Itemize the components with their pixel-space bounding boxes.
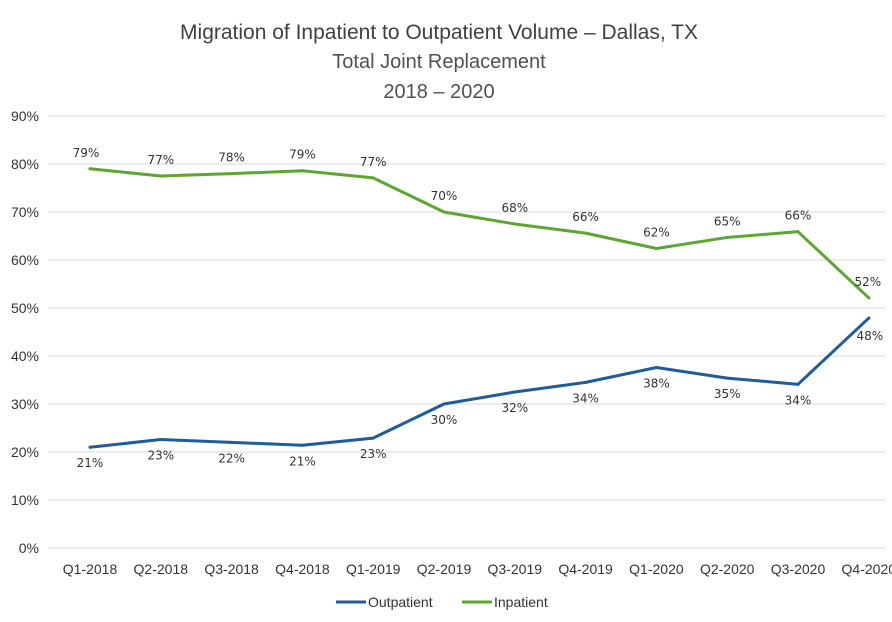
- data-point-outpatient: [230, 440, 234, 444]
- data-point-inpatient: [654, 246, 658, 250]
- data-point-inpatient: [796, 230, 800, 234]
- gridlines: [48, 115, 886, 549]
- legend-outpatient-label: Outpatient: [368, 594, 433, 610]
- data-label-outpatient: 48%: [856, 329, 883, 343]
- data-point-outpatient: [725, 376, 729, 380]
- data-point-inpatient: [584, 231, 588, 235]
- data-label-outpatient: 32%: [501, 401, 528, 415]
- chart-subtitle: Total Joint Replacement: [332, 51, 546, 73]
- data-label-inpatient: 70%: [431, 189, 458, 203]
- data-point-inpatient: [230, 172, 234, 176]
- data-point-inpatient: [725, 235, 729, 239]
- data-label-inpatient: 52%: [854, 275, 881, 289]
- data-point-inpatient: [300, 169, 304, 173]
- x-tick-label: Q1-2018: [63, 561, 118, 577]
- x-tick-label: Q3-2020: [771, 561, 826, 577]
- data-point-outpatient: [584, 380, 588, 384]
- y-tick-label: 30%: [11, 396, 39, 412]
- data-label-inpatient: 77%: [147, 153, 174, 167]
- data-label-outpatient: 22%: [218, 451, 245, 465]
- data-point-outpatient: [88, 445, 92, 449]
- data-point-outpatient: [300, 443, 304, 447]
- data-point-outpatient: [796, 382, 800, 386]
- data-label-inpatient: 66%: [572, 210, 599, 224]
- x-tick-label: Q3-2018: [204, 561, 259, 577]
- data-label-inpatient: 66%: [785, 209, 812, 223]
- data-label-outpatient: 34%: [785, 393, 812, 407]
- x-tick-label: Q2-2018: [134, 561, 189, 577]
- x-tick-label: Q4-2018: [275, 561, 330, 577]
- data-point-inpatient: [88, 167, 92, 171]
- x-tick-label: Q2-2019: [417, 561, 472, 577]
- y-tick-label: 80%: [11, 156, 39, 172]
- legend-inpatient-label: Inpatient: [494, 594, 548, 610]
- data-point-outpatient: [654, 366, 658, 370]
- data-point-inpatient: [513, 222, 517, 226]
- data-point-outpatient: [159, 438, 163, 442]
- data-point-outpatient: [513, 390, 517, 394]
- data-label-outpatient: 21%: [289, 454, 316, 468]
- y-tick-label: 0%: [19, 540, 39, 556]
- data-point-inpatient: [371, 176, 375, 180]
- series-line-outpatient: [88, 316, 871, 449]
- y-axis-ticks: 0% 10% 20% 30% 40% 50% 60% 70% 80% 90%: [11, 108, 39, 556]
- data-label-outpatient: 30%: [431, 413, 458, 427]
- data-label-inpatient: 78%: [218, 151, 245, 165]
- data-label-inpatient: 68%: [501, 201, 528, 215]
- data-point-inpatient: [159, 174, 163, 178]
- data-labels: 21% 23% 22% 21% 23% 30% 32% 34% 38% 35% 34% 48% 79% 7…: [73, 146, 883, 470]
- data-label-outpatient: 34%: [572, 391, 599, 405]
- y-tick-label: 20%: [11, 444, 39, 460]
- x-tick-label: Q4-2019: [558, 561, 613, 577]
- y-tick-label: 10%: [11, 492, 39, 508]
- data-label-outpatient: 23%: [147, 449, 174, 463]
- data-label-outpatient: 38%: [643, 377, 670, 391]
- x-tick-label: Q4-2020: [842, 561, 892, 577]
- data-point-outpatient: [442, 402, 446, 406]
- series-lines: [88, 167, 871, 449]
- series-line-inpatient: [88, 167, 871, 300]
- y-tick-label: 50%: [11, 300, 39, 316]
- data-point-outpatient: [371, 436, 375, 440]
- data-label-outpatient: 21%: [77, 456, 104, 470]
- data-label-outpatient: 35%: [714, 387, 741, 401]
- x-tick-label: Q1-2019: [346, 561, 401, 577]
- data-label-inpatient: 79%: [289, 148, 316, 162]
- y-tick-label: 70%: [11, 204, 39, 220]
- y-tick-label: 90%: [11, 108, 39, 124]
- x-tick-label: Q2-2020: [700, 561, 755, 577]
- data-point-inpatient: [442, 210, 446, 214]
- chart-subtitle-years: 2018 – 2020: [383, 81, 494, 103]
- data-label-inpatient: 77%: [360, 155, 387, 169]
- x-axis-ticks: Q1-2018 Q2-2018 Q3-2018 Q4-2018 Q1-2019 Q2-20…: [63, 561, 892, 577]
- data-label-outpatient: 23%: [360, 447, 387, 461]
- y-tick-label: 60%: [11, 252, 39, 268]
- data-label-inpatient: 79%: [73, 146, 100, 160]
- data-point-outpatient: [867, 316, 871, 320]
- legend: Outpatient Inpatient: [336, 594, 548, 610]
- x-tick-label: Q1-2020: [629, 561, 684, 577]
- y-tick-label: 40%: [11, 348, 39, 364]
- data-point-inpatient: [867, 296, 871, 300]
- data-label-inpatient: 65%: [714, 214, 741, 228]
- chart-title: Migration of Inpatient to Outpatient Vol…: [180, 21, 698, 44]
- x-tick-label: Q3-2019: [488, 561, 543, 577]
- data-label-inpatient: 62%: [643, 225, 670, 239]
